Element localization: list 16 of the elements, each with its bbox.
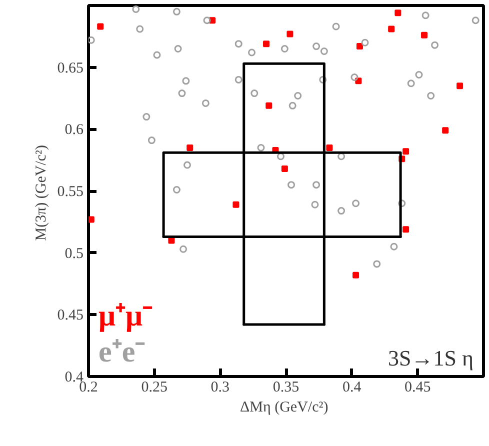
x-tick-label: 0.2 <box>79 380 98 396</box>
y-tick-label: 0.5 <box>64 246 84 262</box>
series-label: μ⁺μ⁻ <box>98 300 153 332</box>
annotation: 3S→1S η <box>388 346 474 370</box>
text: e⁺e⁻ <box>98 336 146 368</box>
x-tick-label: 0.35 <box>272 380 300 396</box>
x-tick-label: 0.25 <box>141 380 168 396</box>
y-tick-label: 0.55 <box>57 184 84 200</box>
x-axis-title: ΔMη (GeV/c²) <box>240 400 328 416</box>
y-tick-label: 0.45 <box>57 308 84 324</box>
x-tick-label: 0.3 <box>210 380 230 396</box>
y-tick-label: 0.6 <box>64 122 84 138</box>
y-axis-title: M(3π) (GeV/c²) <box>33 144 50 241</box>
x-tick-label: 0.45 <box>404 380 431 396</box>
x-tick-label: 0.4 <box>342 380 362 396</box>
y-tick-label: 0.65 <box>57 60 84 76</box>
